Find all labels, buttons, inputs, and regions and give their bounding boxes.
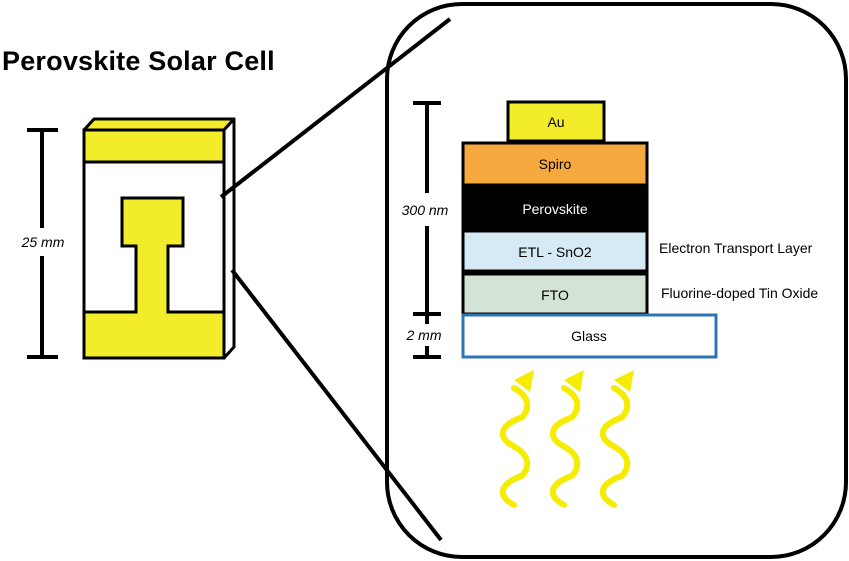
diagram-title: Perovskite Solar Cell: [2, 46, 275, 76]
zoom-line-bottom: [230, 268, 443, 542]
layer-stack: Au Spiro Perovskite ETL - SnO2 Electron …: [461, 100, 818, 359]
device-top-face: [82, 117, 236, 132]
layer-au-label: Au: [547, 114, 564, 130]
layer-etl-description: Electron Transport Layer: [659, 240, 813, 256]
glass-thickness-label: 2 mm: [406, 327, 442, 343]
layer-glass-label: Glass: [571, 328, 607, 344]
light-rays: [500, 370, 634, 508]
light-ray: [600, 385, 631, 508]
light-ray: [550, 385, 581, 508]
layer-etl: [461, 229, 649, 273]
device-3d: [82, 117, 236, 360]
layer-au: [506, 100, 606, 143]
layer-spiro-label: Spiro: [539, 156, 572, 172]
light-ray-arrowhead: [564, 370, 584, 392]
layer-glass: [461, 313, 718, 359]
light-ray-arrowhead: [614, 370, 634, 392]
zoom-line-top: [219, 17, 452, 199]
layer-fto-label: FTO: [541, 287, 569, 303]
device-top-contact: [82, 128, 226, 164]
stack-height-dimension: 300 nm: [402, 101, 449, 316]
light-ray-arrowhead: [514, 370, 534, 392]
layer-perovskite-label: Perovskite: [522, 201, 588, 217]
device-height-dimension: 25 mm: [21, 128, 65, 359]
layer-spiro: [461, 141, 649, 187]
layer-etl-label: ETL - SnO2: [518, 244, 592, 260]
zoom-bubble: [385, 2, 848, 559]
light-ray: [500, 385, 531, 508]
glass-thickness-dimension: 2 mm: [406, 314, 442, 359]
device-height-label: 25 mm: [21, 234, 65, 250]
device-i-electrode: [82, 196, 226, 360]
layer-fto-description: Fluorine-doped Tin Oxide: [661, 285, 818, 301]
stack-height-label: 300 nm: [402, 202, 449, 218]
layer-perovskite: [461, 186, 649, 230]
